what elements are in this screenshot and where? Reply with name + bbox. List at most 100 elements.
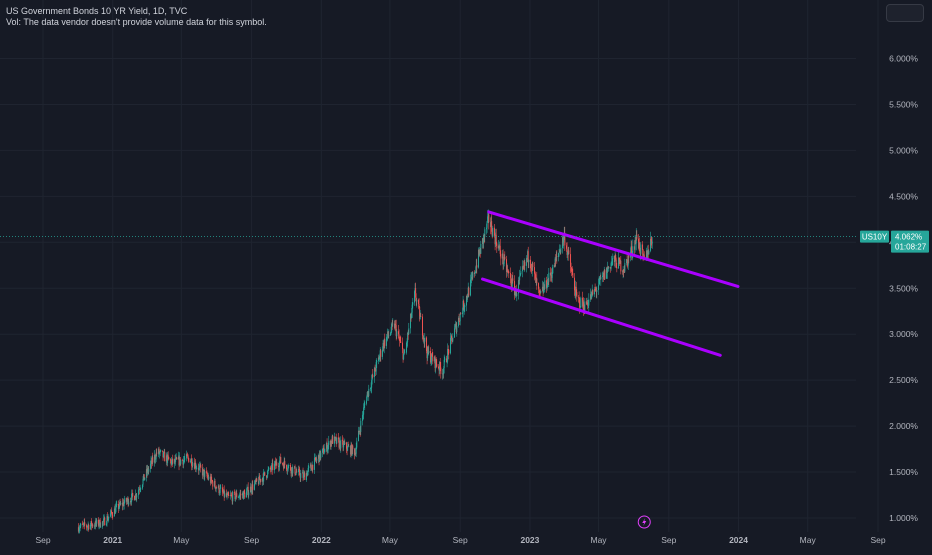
candle-body: [311, 464, 313, 471]
candle-body: [571, 271, 573, 272]
candle-body: [218, 485, 220, 494]
candle-body: [103, 518, 105, 522]
candle-body: [455, 323, 457, 333]
y-tick-label: 4.500%: [889, 191, 918, 201]
candle-body: [534, 267, 536, 274]
candle-body: [195, 462, 197, 469]
candle-body: [527, 251, 529, 262]
candle-body: [610, 267, 612, 269]
candle-body: [255, 478, 257, 482]
candle-body: [93, 525, 95, 527]
candle-body: [526, 258, 528, 266]
candle-body: [560, 247, 562, 253]
candle-body: [391, 323, 393, 332]
candle-body: [531, 268, 533, 270]
candle-body: [306, 472, 308, 476]
candle-body: [349, 446, 351, 455]
candle-body: [286, 469, 288, 471]
candle-body: [287, 469, 289, 471]
candle-body: [462, 312, 464, 314]
candle-body: [292, 467, 294, 474]
candle-body: [271, 465, 273, 471]
candle-body: [556, 256, 558, 258]
candle-body: [532, 263, 534, 268]
candle-body: [219, 492, 221, 494]
candle-body: [622, 269, 624, 273]
candle-body: [352, 445, 354, 450]
candle-body: [551, 273, 553, 278]
candle-body: [262, 477, 264, 482]
candle-body: [197, 467, 199, 471]
candle-body: [602, 275, 604, 277]
candle-body: [247, 487, 249, 489]
candle-body: [475, 265, 477, 272]
candle-body: [215, 486, 217, 490]
candle-body: [375, 371, 377, 372]
candle-body: [299, 475, 301, 478]
candle-body: [426, 351, 428, 359]
candle-body: [433, 356, 435, 362]
x-tick-label: Sep: [35, 535, 50, 545]
candle-body: [543, 286, 545, 293]
x-tick-label: May: [800, 535, 817, 545]
candle-body: [277, 465, 279, 467]
y-tick-label: 3.000%: [889, 329, 918, 339]
candle-body: [544, 280, 546, 289]
candle-body: [536, 278, 538, 284]
candle-body: [78, 529, 80, 532]
candle-body: [172, 458, 174, 464]
candle-body: [107, 518, 109, 521]
candle-body: [437, 366, 439, 369]
candle-body: [471, 276, 473, 279]
candle-body: [202, 469, 204, 476]
candle-body: [112, 515, 114, 517]
candle-body: [494, 235, 496, 245]
candle-body: [250, 486, 252, 492]
candle-body: [374, 367, 376, 372]
trendline-channel-upper[interactable]: [487, 210, 740, 288]
candle-body: [203, 469, 205, 471]
x-tick-label: May: [382, 535, 399, 545]
candle-body: [478, 249, 480, 268]
candle-body: [130, 501, 132, 503]
candle-body: [401, 342, 403, 350]
candle-body: [594, 288, 596, 290]
toolbar-button[interactable]: [886, 4, 924, 22]
candle-body: [386, 336, 388, 338]
candle-body: [335, 437, 337, 444]
candle-body: [175, 458, 177, 463]
candle-body: [324, 448, 326, 453]
candle-body: [115, 507, 117, 514]
candle-body: [323, 452, 325, 454]
candle-body: [311, 468, 313, 471]
x-tick-label: 2021: [103, 535, 122, 545]
candle-body: [626, 259, 628, 260]
candle-body: [221, 487, 223, 492]
candle-body: [314, 457, 316, 459]
candle-body: [273, 463, 275, 471]
candle-body: [628, 255, 630, 258]
candle-body: [288, 464, 290, 467]
candle-body: [359, 430, 361, 432]
candle-body: [411, 312, 413, 319]
candle-body: [634, 240, 636, 250]
candle-body: [100, 526, 102, 528]
candle-body: [371, 380, 373, 388]
y-tick-label: 1.000%: [889, 513, 918, 523]
candle-body: [614, 254, 616, 263]
candle-body: [298, 469, 300, 470]
candle-body: [638, 238, 640, 249]
candle-body: [598, 285, 600, 291]
candle-body: [562, 237, 564, 243]
trendline-channel-lower[interactable]: [481, 277, 722, 357]
candle-body: [120, 502, 122, 505]
x-tick-label: Sep: [870, 535, 885, 545]
x-tick-label: 2024: [729, 535, 748, 545]
candle-body: [290, 470, 292, 474]
candle-body: [443, 368, 445, 374]
x-tick-label: Sep: [244, 535, 259, 545]
candle-body: [233, 492, 235, 493]
candle-body: [188, 458, 190, 463]
